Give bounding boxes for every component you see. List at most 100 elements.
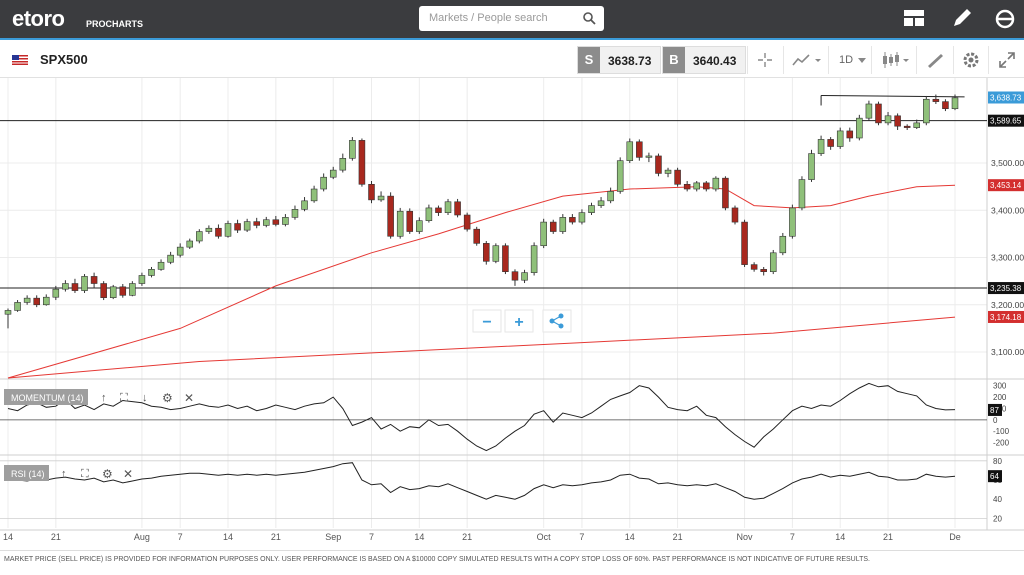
close-icon[interactable]: ✕: [123, 467, 133, 481]
candle-up: [138, 275, 146, 284]
candle-up: [14, 302, 21, 311]
price-tick-label: 3,300.00: [991, 253, 1024, 263]
candle-down: [253, 221, 260, 226]
resize-icon[interactable]: ⛶: [81, 468, 89, 480]
timeframe-value: 1D: [839, 54, 854, 66]
search-placeholder: Markets / People search: [429, 12, 548, 24]
share-icon[interactable]: [549, 313, 564, 329]
gear-icon[interactable]: ⚙: [162, 391, 173, 405]
candle-up: [540, 221, 547, 247]
price-chart[interactable]: 14 21 Aug 7 14 21 Sep 7 14 21 Oct 7 14 21 Nov 7 14 21 De 3,…: [0, 78, 1024, 550]
candle-down: [406, 210, 414, 232]
x-tick-label: 14: [835, 532, 845, 542]
candle-down: [875, 103, 882, 124]
candle-down: [894, 115, 901, 127]
price-label: 3,235.38: [990, 284, 1022, 293]
chart-type-button[interactable]: [783, 46, 827, 74]
arrow-up-icon[interactable]: ↑: [101, 392, 107, 404]
x-tick-label: 7: [178, 532, 183, 542]
gear-icon[interactable]: ⚙: [102, 467, 113, 481]
etoro-logo[interactable]: etoro: [12, 6, 65, 31]
candle-down: [272, 219, 280, 225]
candle-up: [196, 231, 203, 242]
x-tick-label: Oct: [537, 532, 552, 542]
candle-down: [215, 227, 222, 237]
moving-average-slow: [7, 316, 956, 379]
candle-down: [722, 177, 729, 209]
sell-price-box[interactable]: S 3638.73: [577, 46, 661, 74]
etoro-e-icon[interactable]: [993, 6, 1017, 30]
candle-up: [224, 223, 232, 237]
zoom-out-button[interactable]: −: [482, 314, 491, 331]
price-tick-label: 3,100.00: [991, 347, 1024, 357]
x-tick-label: 7: [579, 532, 584, 542]
price-label: 3,174.18: [990, 313, 1022, 322]
candle-up: [129, 283, 136, 296]
chevron-down-icon: [858, 58, 866, 63]
x-tick-label: 7: [369, 532, 374, 542]
candle-down: [655, 155, 662, 174]
candle-down: [358, 140, 366, 185]
candle-down: [511, 271, 519, 281]
search-input[interactable]: Markets / People search: [419, 6, 604, 31]
arrow-up-icon[interactable]: ↑: [61, 468, 67, 480]
momentum-tick-label: 200: [993, 393, 1007, 402]
candle-up: [492, 245, 500, 262]
x-tick-label: 21: [462, 532, 472, 542]
candlestick-icon: [883, 52, 909, 68]
candle-style-button[interactable]: [871, 46, 915, 74]
candle-up: [559, 217, 567, 232]
candle-down: [71, 283, 79, 291]
crosshair-icon: [758, 53, 772, 67]
price-label-bg: [988, 91, 1024, 104]
candle-up: [521, 272, 528, 281]
buy-label: B: [663, 47, 685, 73]
candle-up: [349, 140, 356, 159]
pencil-icon[interactable]: [950, 6, 974, 30]
candle-up: [817, 139, 825, 154]
candle-up: [951, 97, 959, 110]
symbol-toolbar: SPX500 S 3638.73 B 3640.43 1D: [0, 42, 1024, 78]
buy-price-box[interactable]: B 3640.43: [662, 46, 746, 74]
momentum-line: [7, 382, 956, 452]
x-tick-label: Nov: [737, 532, 754, 542]
buy-price: 3640.43: [693, 54, 737, 68]
candle-down: [473, 228, 480, 244]
candle-up: [42, 296, 50, 306]
search-icon[interactable]: [582, 11, 596, 25]
candle-down: [100, 283, 107, 298]
candle-down: [435, 207, 442, 213]
trend-line: [821, 94, 965, 98]
candle-up: [263, 219, 270, 226]
arrow-down-icon[interactable]: ↓: [142, 392, 148, 404]
candle-up: [320, 176, 327, 190]
fullscreen-button[interactable]: [988, 46, 1024, 74]
zoom-in-button[interactable]: +: [514, 314, 523, 331]
rsi-tick-label: 20: [993, 514, 1002, 523]
timeframe-select[interactable]: 1D: [828, 46, 870, 74]
x-tick-label: 14: [414, 532, 424, 542]
crosshair-button[interactable]: [747, 46, 782, 74]
candle-down: [703, 182, 710, 190]
candle-down: [454, 201, 461, 216]
candle-up: [377, 195, 385, 201]
sell-label: S: [578, 47, 600, 73]
candle-down: [234, 223, 241, 231]
layout-icon[interactable]: [902, 6, 926, 30]
rsi-label: RSI (14): [11, 469, 45, 479]
price-label: 3,638.73: [990, 93, 1022, 102]
resize-icon[interactable]: ⛶: [120, 392, 128, 404]
candle-up: [913, 122, 921, 128]
candle-up: [416, 220, 423, 232]
close-icon[interactable]: ✕: [184, 391, 194, 405]
candle-down: [674, 169, 681, 185]
candle-down: [119, 286, 127, 296]
drawing-tools-button[interactable]: [916, 46, 952, 74]
price-tick-label: 3,500.00: [991, 158, 1024, 168]
x-tick-label: 14: [3, 532, 13, 542]
x-tick-label: De: [949, 532, 961, 542]
settings-button[interactable]: [953, 46, 987, 74]
symbol-name[interactable]: SPX500: [40, 52, 88, 67]
candle-up: [884, 115, 892, 124]
candle-up: [157, 261, 165, 270]
